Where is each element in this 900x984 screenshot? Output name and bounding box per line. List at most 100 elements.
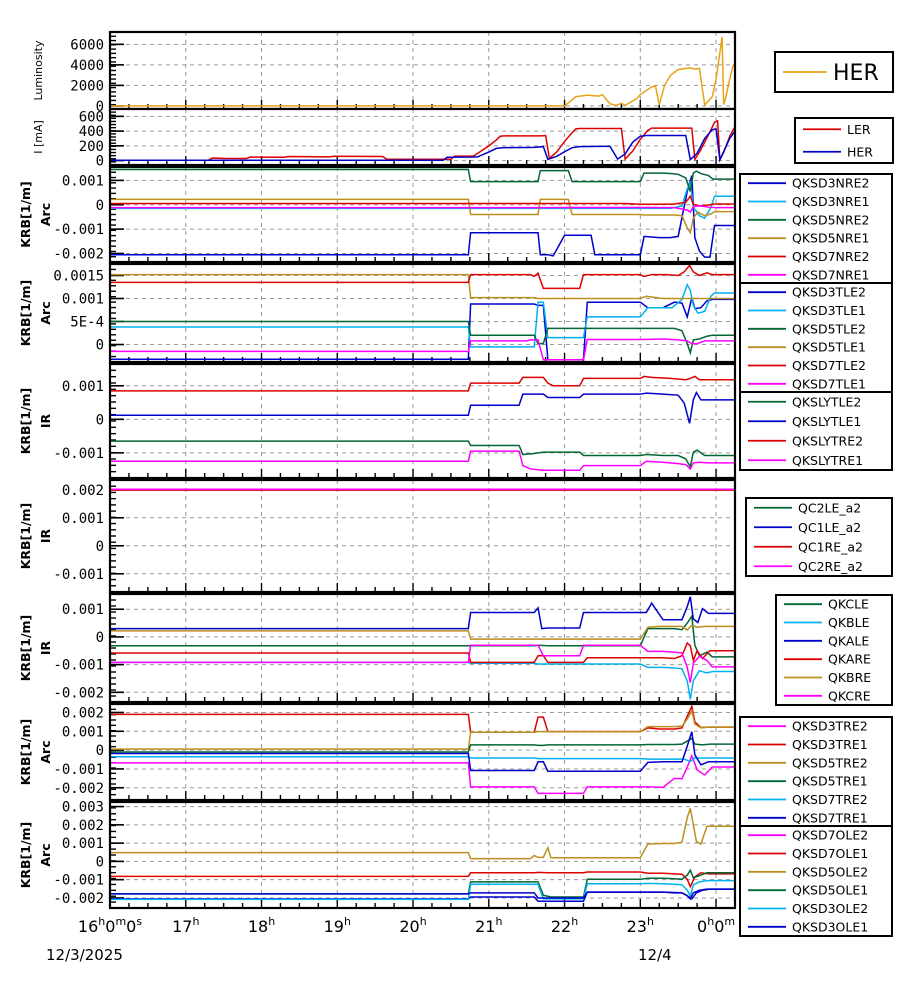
x-tick-superscript: h <box>268 915 275 928</box>
legend-box <box>739 282 893 394</box>
series-QKSD3TRE2 <box>110 753 735 795</box>
series-HER <box>110 127 735 163</box>
series-QKSD7NRE2 <box>110 194 735 207</box>
series-QKSD3NRE2 <box>110 175 735 258</box>
panel-background <box>110 594 735 702</box>
y-tick-label: 0.001 <box>62 836 104 852</box>
series-QKCRE <box>110 644 735 683</box>
legend-label-QC2RE_a2: QC2RE_a2 <box>798 559 863 574</box>
x-tick-superscript: m <box>115 915 126 928</box>
panel-krb-ir-1: 0.001 0 -0.001 <box>53 362 737 480</box>
y-axis-subtitle: Arc <box>38 203 53 226</box>
y-tick-label: -0.002 <box>53 246 104 262</box>
legend-box <box>745 497 893 577</box>
legend-label-QKSD7TRE2: QKSD7TRE2 <box>792 792 868 807</box>
legend-label-QKSD7OLE2: QKSD7OLE2 <box>792 828 868 843</box>
legend-label-QC2LE_a2: QC2LE_a2 <box>798 500 861 515</box>
legend-box <box>739 825 893 937</box>
y-tick-label: -0.001 <box>53 567 104 583</box>
legend-legend_qksd_nre[interactable]: QKSD3NRE2 QKSD3NRE1 QKSD5NRE2 QKSD5NRE1 QKSD… <box>739 173 893 285</box>
y-axis-title: Luminosity <box>32 40 45 100</box>
series-QKSD7OLE1 <box>110 871 735 889</box>
x-tick-superscript: m <box>724 915 735 928</box>
legend-legend_qc[interactable]: QC2LE_a2 QC1LE_a2 QC1RE_a2 QC2RE_a2 <box>745 497 893 577</box>
legend-label-QKARE: QKARE <box>828 652 871 667</box>
x-tick-base: 20 <box>399 917 419 936</box>
legend-label-QKSD3TLE2: QKSD3TLE2 <box>792 285 866 300</box>
legend-legend_current[interactable]: LER HER <box>794 117 894 164</box>
legend-label-QKSD5OLE1: QKSD5OLE1 <box>792 883 868 898</box>
series-QKSD7TLE2 <box>110 264 735 290</box>
panel-background <box>110 32 735 109</box>
series-QKSLYTLE1 <box>110 390 735 424</box>
panel-background <box>110 802 735 908</box>
x-tick-base: 0 <box>697 917 707 936</box>
x-axis: 16h0m0s 17h 18h 19h 20h 21h 22h 23h 0h0m <box>78 915 735 936</box>
y-tick-label: -0.001 <box>53 222 104 238</box>
legend-label-QKSLYTLE2: QKSLYTLE2 <box>792 394 861 409</box>
y-tick-label: -0.001 <box>53 762 104 778</box>
y-axis-subtitle: Arc <box>38 740 53 763</box>
x-tick-superscript: h <box>344 915 351 928</box>
legend-label-QKALE: QKALE <box>828 633 869 648</box>
legend-label-QKSD7NRE2: QKSD7NRE2 <box>792 249 869 264</box>
series-QKSD7TLE1 <box>110 338 735 361</box>
legend-legend_qkslyt[interactable]: QKSLYTLE2 QKSLYTLE1 QKSLYTRE2 QKSLYTRE1 <box>739 391 893 471</box>
y-axis-subtitle: Arc <box>38 301 53 324</box>
x-tick-superscript: h <box>571 915 578 928</box>
series-QKSD5TLE2 <box>110 320 735 356</box>
x-tick-label: 23h <box>627 915 654 936</box>
legend-label-QKSD3NRE2: QKSD3NRE2 <box>792 176 869 191</box>
legend-label-QKSD3TLE1: QKSD3TLE1 <box>792 303 866 318</box>
y-tick-label: 0.003 <box>62 800 104 816</box>
y-tick-label: 0.001 <box>62 292 104 308</box>
legend-label-QKSD5TRE1: QKSD5TRE1 <box>792 774 868 789</box>
legend-legend_qksd_tle[interactable]: QKSD3TLE2 QKSD3TLE1 QKSD5TLE2 QKSD5TLE1 QKSD… <box>739 282 893 394</box>
y-tick-label: 400 <box>79 124 104 140</box>
x-tick-superscript: h <box>420 915 427 928</box>
x-tick-label: 17h <box>172 915 199 936</box>
series-QKARE <box>110 641 735 664</box>
legend-label-QKSD5NRE2: QKSD5NRE2 <box>792 212 869 227</box>
x-tick-superscript: s <box>136 915 142 928</box>
y-tick-label: 5E-4 <box>70 315 104 331</box>
legend-legend_qksd_tre[interactable]: QKSD3TRE2 QKSD3TRE1 QKSD5TRE2 QKSD5TRE1 QKSD… <box>739 716 893 828</box>
legend-label-QKSD3TRE2: QKSD3TRE2 <box>792 719 868 734</box>
legend-label-QKSD3TRE1: QKSD3TRE1 <box>792 737 868 752</box>
legend-label-QC1LE_a2: QC1LE_a2 <box>798 520 861 535</box>
y-axis-title: I [mA] <box>32 120 45 154</box>
series-QKSD5TLE1 <box>110 273 735 300</box>
series-QKSD3OLE2 <box>110 879 735 901</box>
x-tick-label: 22h <box>551 915 578 936</box>
legend-label-QKSD3OLE1: QKSD3OLE1 <box>792 919 868 934</box>
series-QKSD5OLE2 <box>110 808 735 860</box>
x-tick-superscript: h <box>647 915 654 928</box>
y-tick-label: 200 <box>79 139 104 155</box>
legend-label-QKBRE: QKBRE <box>828 670 871 685</box>
legend-label-HER: HER <box>847 144 873 159</box>
series-QKSD5NRE1 <box>110 198 735 235</box>
legend-label-QKSD7TLE2: QKSD7TLE2 <box>792 358 866 373</box>
y-tick-label: -0.001 <box>53 446 104 462</box>
x-tick-label: 0h0m <box>697 915 735 936</box>
legend-label-QKSD5TRE2: QKSD5TRE2 <box>792 755 868 770</box>
panel-background <box>110 109 735 165</box>
series-QKSD7TRE2 <box>110 755 735 763</box>
legend-legend_qksd_ole[interactable]: QKSD7OLE2 QKSD7OLE1 QKSD5OLE2 QKSD5OLE1 QKSD… <box>739 825 893 937</box>
y-tick-label: 0.0015 <box>53 269 104 285</box>
x-tick-base: 19 <box>324 917 344 936</box>
legend-label-QKSD5OLE2: QKSD5OLE2 <box>792 864 868 879</box>
series-QKSD5NRE2 <box>110 168 735 192</box>
panel-frame <box>108 107 737 167</box>
y-tick-label: 0 <box>96 743 104 759</box>
y-axis-subtitle: IR <box>38 413 53 428</box>
y-tick-label: -0.002 <box>53 685 104 701</box>
panel-krb-arc-4: 0.003 0.002 0.001 0 -0.001 -0.002 <box>53 800 737 910</box>
y-tick-label: 0.002 <box>62 483 104 499</box>
x-tick-base: 17 <box>172 917 192 936</box>
panel-frame <box>108 262 737 364</box>
legend-legend_qk[interactable]: QKCLE QKBLE QKALE QKARE QKBRE QKCRE <box>775 594 893 706</box>
y-tick-label: 0 <box>96 154 104 170</box>
legend-label-QKSD5TLE1: QKSD5TLE1 <box>792 340 866 355</box>
legend-legend_her[interactable]: HER <box>774 51 894 93</box>
